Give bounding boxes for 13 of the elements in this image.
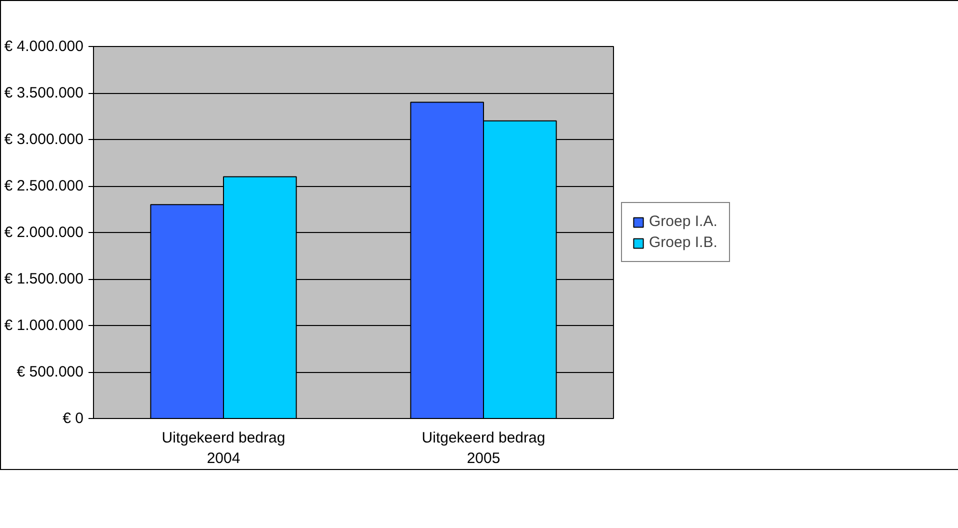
y-tick-label: € 2.000.000: [4, 224, 84, 241]
y-tick-label: € 1.000.000: [4, 317, 84, 334]
x-tick-label: Uitgekeerd bedrag 2004: [162, 430, 286, 467]
y-tick-label: € 2.500.000: [4, 178, 84, 194]
y-tick-label: € 500.000: [16, 364, 84, 380]
y-tick-label: € 1.500.000: [4, 270, 84, 288]
x-tick-label: Uitgekeerd bedrag 2005: [422, 430, 546, 467]
y-tick-label: € 3.000.000: [4, 131, 84, 148]
legend-label: Groep I.B.: [649, 234, 718, 251]
y-tick-label: € 3.500.000: [4, 84, 84, 102]
y-tick-label: € 4.000.000: [4, 38, 84, 55]
legend-label: Groep I.A.: [649, 213, 718, 230]
y-tick-label: € 0: [62, 410, 84, 427]
